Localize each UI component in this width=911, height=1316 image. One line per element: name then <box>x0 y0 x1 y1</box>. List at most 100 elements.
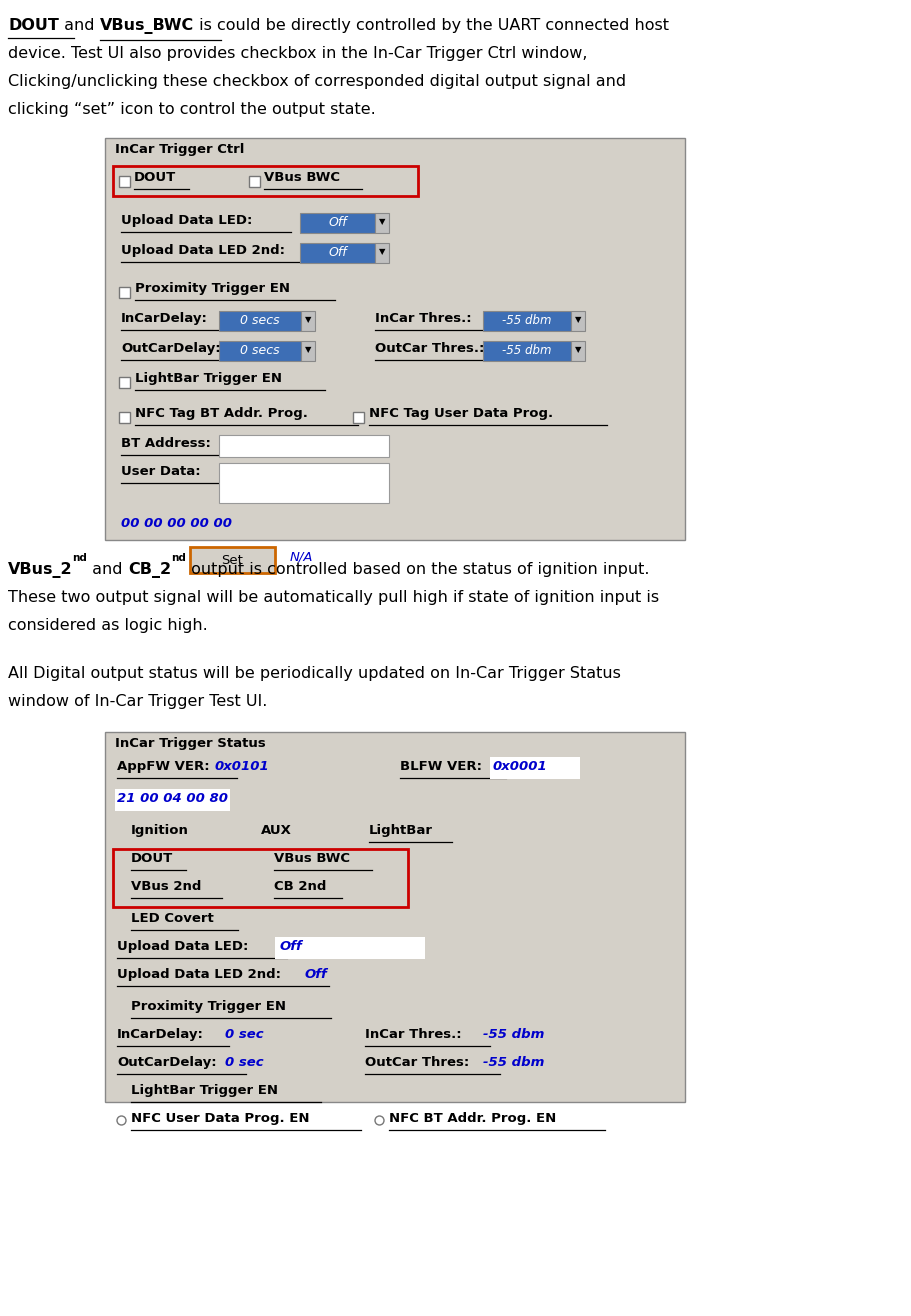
Text: device. Test UI also provides checkbox in the In-Car Trigger Ctrl window,: device. Test UI also provides checkbox i… <box>8 46 588 61</box>
Text: LED Covert: LED Covert <box>131 912 214 925</box>
Circle shape <box>117 855 126 865</box>
Bar <box>119 376 130 388</box>
Circle shape <box>117 828 126 837</box>
Text: VBus_2: VBus_2 <box>8 562 73 578</box>
Text: LightBar Trigger EN: LightBar Trigger EN <box>135 372 282 386</box>
Text: ▼: ▼ <box>379 217 385 226</box>
Text: is could be directly controlled by the UART connected host: is could be directly controlled by the U… <box>194 18 669 33</box>
Text: 0 secs: 0 secs <box>241 313 280 326</box>
Text: Off: Off <box>328 216 347 229</box>
Bar <box>490 757 580 779</box>
Text: Off: Off <box>305 969 328 980</box>
Circle shape <box>117 1004 126 1013</box>
Bar <box>301 341 315 361</box>
Text: -55 dbm: -55 dbm <box>483 1055 545 1069</box>
Text: OutCarDelay:: OutCarDelay: <box>117 1055 217 1069</box>
Text: InCar Thres.:: InCar Thres.: <box>365 1028 462 1041</box>
Circle shape <box>260 884 269 894</box>
Circle shape <box>117 1088 126 1098</box>
Bar <box>375 213 389 233</box>
Text: Upload Data LED 2nd:: Upload Data LED 2nd: <box>117 969 281 980</box>
Text: CB_2: CB_2 <box>128 562 171 578</box>
Text: AUX: AUX <box>261 824 292 837</box>
Text: output is controlled based on the status of ignition input.: output is controlled based on the status… <box>186 562 650 576</box>
Text: considered as logic high.: considered as logic high. <box>8 619 208 633</box>
Text: CB 2nd: CB 2nd <box>274 880 326 894</box>
Bar <box>219 311 301 332</box>
Text: Off: Off <box>280 940 302 953</box>
Text: Set: Set <box>221 554 243 566</box>
Text: clicking “set” icon to control the output state.: clicking “set” icon to control the outpu… <box>8 103 375 117</box>
Circle shape <box>117 1116 126 1125</box>
Bar <box>571 311 585 332</box>
Text: DOUT: DOUT <box>134 171 176 184</box>
Text: BLFW VER:: BLFW VER: <box>400 761 482 772</box>
Text: InCar Thres.:: InCar Thres.: <box>375 312 472 325</box>
Text: NFC User Data Prog. EN: NFC User Data Prog. EN <box>131 1112 310 1125</box>
Text: LightBar Trigger EN: LightBar Trigger EN <box>131 1084 278 1098</box>
Bar <box>300 243 375 263</box>
Circle shape <box>117 916 126 925</box>
Text: InCar Trigger Ctrl: InCar Trigger Ctrl <box>115 143 244 157</box>
Circle shape <box>260 855 269 865</box>
Text: InCarDelay:: InCarDelay: <box>117 1028 204 1041</box>
Text: -55 dbm: -55 dbm <box>502 313 552 326</box>
Text: VBus 2nd: VBus 2nd <box>131 880 201 894</box>
Text: Upload Data LED:: Upload Data LED: <box>117 940 249 953</box>
Text: and: and <box>87 562 128 576</box>
Text: 0 sec: 0 sec <box>225 1055 263 1069</box>
Bar <box>300 213 375 233</box>
Text: 0x0101: 0x0101 <box>215 761 270 772</box>
Text: OutCar Thres.:: OutCar Thres.: <box>375 342 485 355</box>
Text: NFC BT Addr. Prog. EN: NFC BT Addr. Prog. EN <box>389 1112 557 1125</box>
Bar <box>219 463 389 503</box>
Bar <box>105 138 685 540</box>
Bar <box>301 311 315 332</box>
Text: VBus_BWC: VBus_BWC <box>99 18 194 34</box>
Text: VBus BWC: VBus BWC <box>264 171 340 184</box>
Text: DOUT: DOUT <box>8 18 59 33</box>
Bar <box>375 243 389 263</box>
Text: Proximity Trigger EN: Proximity Trigger EN <box>135 282 290 295</box>
Text: nd: nd <box>73 553 87 563</box>
Text: ▼: ▼ <box>379 247 385 257</box>
Text: nd: nd <box>171 553 186 563</box>
Bar <box>105 732 685 1101</box>
Text: These two output signal will be automatically pull high if state of ignition inp: These two output signal will be automati… <box>8 590 660 605</box>
Text: 0 secs: 0 secs <box>241 343 280 357</box>
Text: 21 00 04 00 80: 21 00 04 00 80 <box>117 792 228 805</box>
Text: User Data:: User Data: <box>121 465 200 478</box>
Text: NFC Tag User Data Prog.: NFC Tag User Data Prog. <box>369 407 553 420</box>
Bar <box>353 412 364 422</box>
Bar <box>483 311 571 332</box>
Text: AppFW VER:: AppFW VER: <box>117 761 210 772</box>
Bar <box>219 436 389 457</box>
Text: Ignition: Ignition <box>131 824 189 837</box>
Text: OutCar Thres:: OutCar Thres: <box>365 1055 469 1069</box>
Bar <box>119 176 130 187</box>
Bar <box>119 412 130 422</box>
Text: 0 sec: 0 sec <box>225 1028 263 1041</box>
Text: window of In-Car Trigger Test UI.: window of In-Car Trigger Test UI. <box>8 694 267 709</box>
Bar <box>219 341 301 361</box>
Text: OutCarDelay:: OutCarDelay: <box>121 342 220 355</box>
Text: Upload Data LED 2nd:: Upload Data LED 2nd: <box>121 243 285 257</box>
Text: LightBar: LightBar <box>369 824 433 837</box>
Circle shape <box>117 884 126 894</box>
Bar <box>113 849 408 907</box>
Text: -55 dbm: -55 dbm <box>502 343 552 357</box>
Text: Off: Off <box>328 246 347 258</box>
Text: and: and <box>59 18 99 33</box>
Text: VBus BWC: VBus BWC <box>274 851 350 865</box>
Text: ▼: ▼ <box>305 316 312 325</box>
Bar <box>249 176 260 187</box>
Text: NFC Tag BT Addr. Prog.: NFC Tag BT Addr. Prog. <box>135 407 308 420</box>
Bar <box>571 341 585 361</box>
Bar <box>119 287 130 297</box>
Text: -55 dbm: -55 dbm <box>483 1028 545 1041</box>
Text: ▼: ▼ <box>575 346 581 354</box>
Bar <box>113 166 418 196</box>
Bar <box>483 341 571 361</box>
Text: Proximity Trigger EN: Proximity Trigger EN <box>131 1000 286 1013</box>
Bar <box>275 937 425 959</box>
